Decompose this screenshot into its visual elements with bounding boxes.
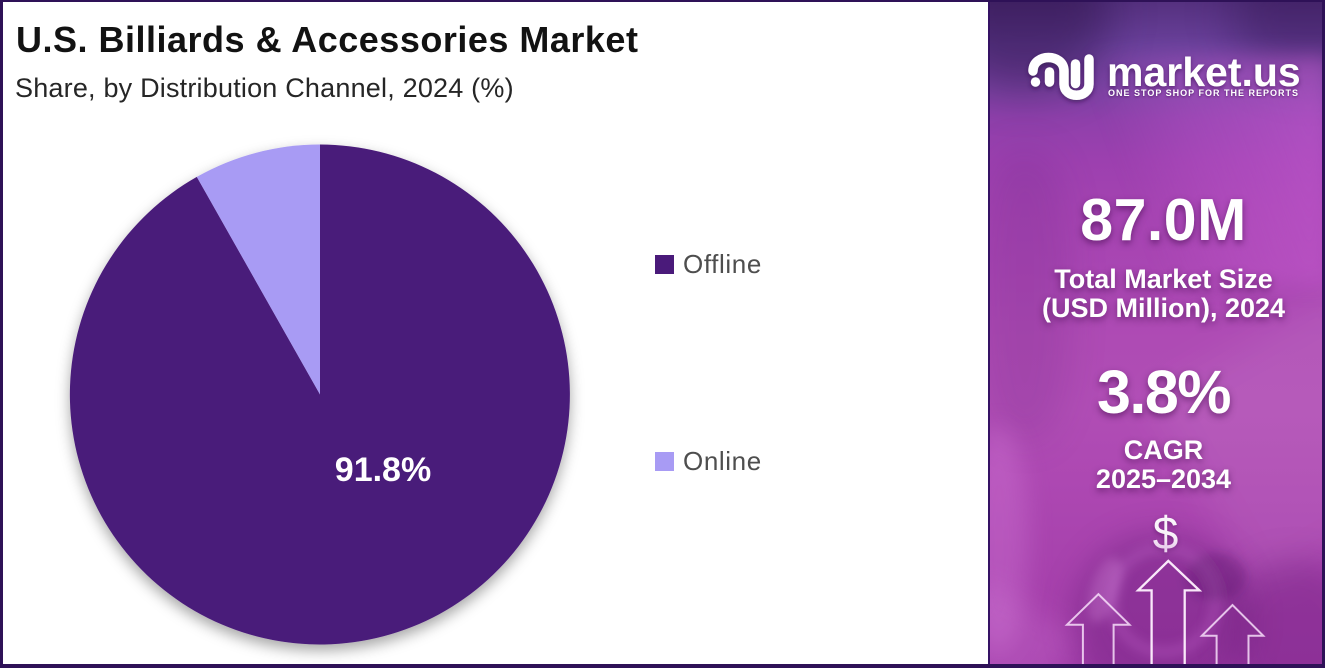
svg-text:91.8%: 91.8% [335,451,431,489]
